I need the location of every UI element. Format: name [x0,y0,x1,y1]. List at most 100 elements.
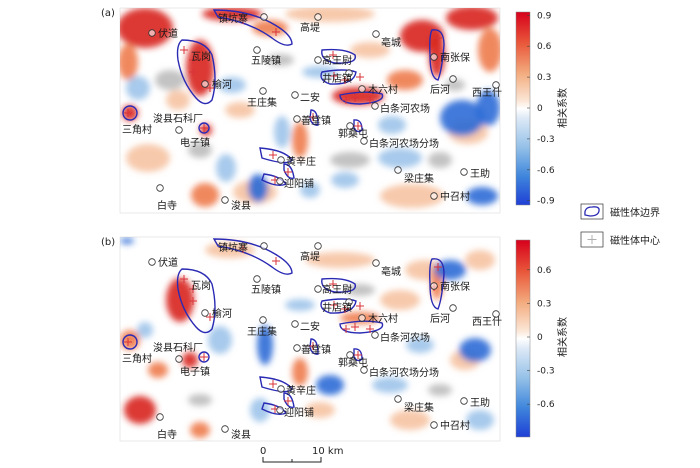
place-label: 西王什 [472,316,502,328]
place-marker [175,355,183,363]
magnetic-body-boundary [176,39,216,105]
positive-correlation-anomaly [305,402,335,418]
place-marker [394,395,402,403]
magnetic-body-center [330,301,338,309]
magnetic-body-center [272,257,280,265]
place-marker [148,258,156,266]
place-label: 亳城 [381,36,401,49]
legend-item-boundary: 磁性体边界 [580,203,660,220]
weak-correlation-patch [266,54,294,66]
negative-correlation-anomaly [285,299,315,311]
colorbar-tick-label: 0.3 [537,299,551,309]
place-marker [492,310,500,318]
magnetic-body-boundary [122,105,138,121]
place-label: 五陵镇 [251,54,281,67]
place-marker [156,184,164,192]
legend-boundary-box [580,203,604,220]
place-label: 电子镇 [180,365,210,378]
magnetic-body-center [124,109,132,117]
magnetic-body-center [342,325,350,333]
magnetic-body-center [124,338,132,346]
place-marker [371,102,379,110]
panel-a-colorbar-ticks: 0.9 0.6 0.3 0 -0.3 -0.6 -0.9 [527,11,555,207]
place-label: 白条河农场 [380,102,430,115]
place-label: 白条河农场 [380,331,430,344]
place-label: 瓦岗 [191,280,211,292]
place-marker [460,168,468,176]
place-marker [314,242,322,250]
panel-b-label: (b) [101,237,115,248]
magnetic-body-boundary [353,119,363,133]
magnetic-body-boundary [212,9,293,46]
magnetic-body-center [180,275,188,283]
legend-center-label: 磁性体中心 [610,234,660,247]
place-label: 西王什 [472,87,502,99]
place-label: 中召村 [440,190,470,203]
place-marker [449,75,457,83]
magnetic-body-boundary [283,392,295,409]
scale-bar-start-label: 0 [260,446,266,457]
place-marker [314,285,322,293]
magnetic-body-center [272,28,280,36]
negative-correlation-anomaly [274,116,290,148]
magnetic-body-boundary [122,334,138,350]
place-label: 高堤 [300,21,320,34]
positive-correlation-anomaly [292,122,308,158]
magnetic-body-boundary [261,402,288,416]
colorbar-tick-label: -0.3 [537,367,555,377]
negative-correlation-anomaly [208,326,232,354]
negative-correlation-anomaly [302,66,338,78]
place-label: 中召村 [440,419,470,432]
place-label: 木六村 [368,83,398,96]
place-marker [276,177,284,185]
colorbar-tick-label: -0.6 [537,400,555,410]
positive-correlation-anomaly [191,183,219,207]
place-marker [360,137,368,145]
place-label: 木六村 [368,312,398,325]
magnetic-body-center [284,397,292,405]
negative-correlation-anomaly [372,377,408,393]
magnetic-body-boundary [198,122,210,134]
place-marker [346,351,354,359]
magnetic-body-boundary [429,258,445,310]
positive-correlation-anomaly [166,90,190,110]
place-marker [276,406,284,414]
place-label: 榆河 [212,78,232,91]
negative-correlation-anomaly [434,260,466,280]
magnetic-body-boundary [261,173,288,187]
magnetic-body-boundary [429,29,445,81]
place-marker [360,366,368,374]
place-label: 浚县 [231,428,251,441]
magnetic-body-boundary [212,238,293,275]
positive-correlation-anomaly [465,250,495,270]
positive-correlation-anomaly [202,8,262,21]
place-label: 白寺 [157,428,177,441]
positive-correlation-anomaly [446,8,498,30]
positive-correlation-anomaly [120,330,140,350]
place-marker [259,316,267,324]
positive-correlation-anomaly [166,278,194,322]
magnetic-body-center [330,72,338,80]
colorbar-tick-label: 0.6 [537,42,552,52]
place-label: 后河 [430,313,450,325]
place-label: 五陵镇 [251,283,281,296]
colorbar-tick-label: 0 [537,104,543,114]
magnetic-body-center [206,84,214,92]
negative-correlation-anomaly [406,337,434,353]
place-marker [175,126,183,134]
magnetic-body-center [189,297,197,305]
positive-correlation-anomaly [350,42,390,58]
place-marker [371,331,379,339]
place-marker [293,344,301,352]
place-label: 王庄集 [247,96,277,109]
magnetic-body-center [189,56,197,64]
negative-correlation-anomaly [120,238,134,244]
place-marker [430,192,438,200]
place-marker [221,196,229,204]
place-label: 善堂镇 [301,114,331,127]
place-label: 梁庄集 [404,172,434,185]
weak-correlation-patch [428,384,452,396]
magnetic-body-center [354,351,362,359]
